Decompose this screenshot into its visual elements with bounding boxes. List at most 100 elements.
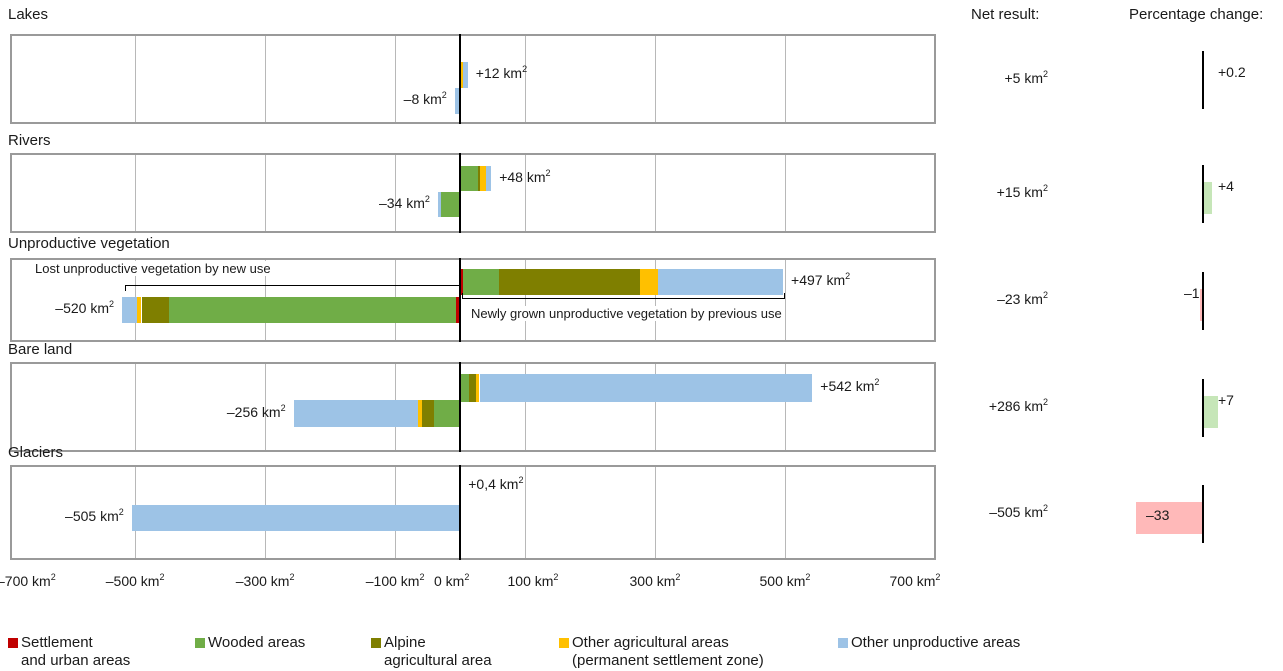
- x-tick-label: 700 km2: [889, 572, 941, 589]
- gridline: [525, 467, 526, 558]
- panel-glaciers: [10, 465, 936, 560]
- gain-total-label: +12 km2: [475, 64, 528, 81]
- gain-total-label: +497 km2: [791, 271, 851, 288]
- gridline: [655, 364, 656, 450]
- pct-label-unproductive-vegetation: –1: [1184, 285, 1200, 301]
- loss-segment-otheragri: [418, 400, 423, 427]
- gridline: [525, 260, 526, 340]
- panel-title-lakes: Lakes: [8, 6, 49, 23]
- pct-axis-rivers: [1202, 165, 1204, 223]
- loss-segment-unprod: [293, 400, 419, 427]
- gain-segment-alpine: [478, 166, 481, 191]
- loss-segment-alpine: [141, 297, 170, 323]
- gain-segment-wooded: [463, 269, 499, 295]
- gain-segment-wooded: [460, 166, 479, 191]
- legend-swatch-wooded: [195, 638, 205, 648]
- pct-label-glaciers: –33: [1146, 506, 1170, 523]
- gain-total-label: +0,4 km2: [468, 475, 524, 492]
- gain-segment-alpine: [499, 269, 641, 295]
- pct-bar-rivers: [1204, 182, 1212, 214]
- panel-bare-land: [10, 362, 936, 452]
- loss-segment-settlement: [456, 297, 460, 323]
- loss-segment-alpine: [422, 400, 434, 427]
- gain-segment-unprod: [658, 269, 784, 295]
- pct-label-bare-land: +7: [1218, 392, 1234, 408]
- legend-swatch-settlement: [8, 638, 18, 648]
- pct-label-lakes: +0.2: [1218, 64, 1246, 80]
- pct-axis-lakes: [1202, 51, 1204, 109]
- loss-segment-wooded: [441, 192, 460, 217]
- zero-line: [459, 258, 461, 342]
- gridline: [135, 36, 136, 122]
- zero-line: [459, 153, 461, 233]
- net-result-glaciers: –505 km2: [989, 502, 1048, 520]
- pct-axis-glaciers: [1202, 484, 1204, 543]
- gridline: [395, 155, 396, 231]
- gain-total-label: +48 km2: [499, 167, 551, 185]
- loss-segment-otheragri: [136, 297, 142, 323]
- legend-label-unprod: Other unproductive areas: [851, 634, 1021, 651]
- zero-line: [459, 465, 461, 560]
- pct-label-rivers: +4: [1218, 178, 1234, 194]
- gridline: [135, 364, 136, 450]
- gain-segment-unprod: [463, 62, 468, 88]
- gridline: [785, 155, 786, 231]
- gain-segment-unprod: [479, 374, 813, 402]
- gain-segment-otheragri: [640, 269, 659, 295]
- net-result-bare-land: +286 km2: [988, 397, 1048, 414]
- legend-label-alpine: Alpine agricultural area: [384, 634, 492, 669]
- gridline: [135, 155, 136, 231]
- legend-label-wooded: Wooded areas: [208, 634, 306, 651]
- gridline: [655, 155, 656, 231]
- panel-title-unproductive-vegetation: Unproductive vegetation: [8, 235, 170, 252]
- x-tick-label: 300 km2: [629, 572, 681, 589]
- loss-total-label: –520 km2: [55, 299, 114, 316]
- loss-segment-wooded: [169, 297, 457, 323]
- x-tick-label: –300 km2: [235, 572, 295, 589]
- gridline: [655, 467, 656, 558]
- pct-bar-bare-land: [1204, 396, 1218, 428]
- legend-label-otheragri: Other agricultural areas (permanent settl…: [572, 634, 764, 669]
- loss-total-label: –8 km2: [403, 90, 447, 107]
- legend-label-settlement: Settlement and urban areas: [21, 634, 131, 669]
- gain-segment-settlement: [460, 269, 464, 295]
- legend-swatch-unprod: [838, 638, 848, 648]
- gridline: [785, 364, 786, 450]
- zero-line: [459, 34, 461, 124]
- zero-line: [459, 362, 461, 452]
- gridline: [655, 36, 656, 122]
- pct-axis-unproductive-vegetation: [1202, 272, 1204, 330]
- loss-total-label: –505 km2: [65, 507, 124, 524]
- gridline: [525, 36, 526, 122]
- x-tick-label: 500 km2: [759, 572, 811, 589]
- panel-rivers: [10, 153, 936, 233]
- pct-bar-unproductive-vegetation: [1200, 289, 1202, 321]
- x-tick-label: –500 km2: [105, 572, 165, 589]
- x-tick-label: –700 km2: [0, 572, 56, 589]
- legend-swatch-otheragri: [559, 638, 569, 648]
- x-tick-label: 100 km2: [507, 572, 559, 589]
- gain-segment-otheragri: [461, 62, 464, 88]
- gridline: [265, 155, 266, 231]
- pct-bar-glaciers: [1136, 501, 1202, 534]
- net-result-lakes: +5 km2: [1004, 69, 1048, 86]
- gain-segment-wooded: [460, 374, 470, 402]
- gain-segment-otheragri: [475, 374, 480, 402]
- gridline: [785, 467, 786, 558]
- gridline: [265, 36, 266, 122]
- panel-title-rivers: Rivers: [8, 132, 51, 149]
- percentage-change-header: Percentage change:: [1129, 6, 1264, 23]
- annotation-gain: Newly grown unproductive vegetation by p…: [470, 306, 783, 321]
- loss-segment-unprod: [454, 88, 460, 114]
- loss-total-label: –256 km2: [226, 402, 286, 420]
- gain-segment-otheragri: [480, 166, 486, 191]
- gridline: [525, 364, 526, 450]
- net-result-rivers: +15 km2: [996, 183, 1048, 200]
- gridline: [525, 155, 526, 231]
- pct-axis-bare-land: [1202, 379, 1204, 437]
- gridline: [395, 36, 396, 122]
- gridline: [785, 36, 786, 122]
- panel-title-bare-land: Bare land: [8, 341, 73, 358]
- loss-segment-unprod: [122, 297, 137, 323]
- panel-lakes: [10, 34, 936, 124]
